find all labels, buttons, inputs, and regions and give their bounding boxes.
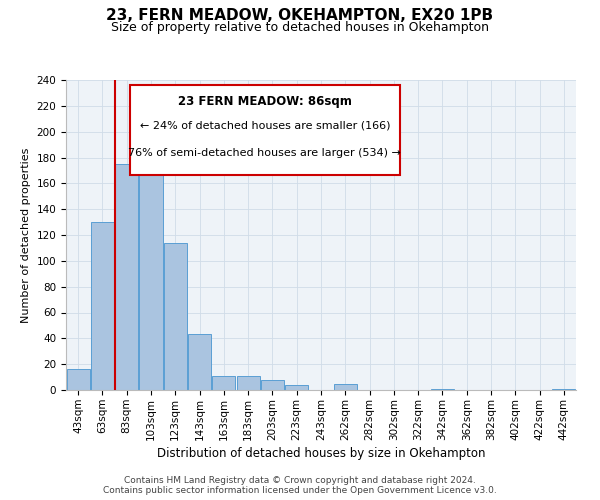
Bar xyxy=(67,370,89,390)
Bar xyxy=(115,164,138,390)
Bar xyxy=(188,334,211,390)
Bar xyxy=(139,148,163,390)
Bar xyxy=(261,380,284,390)
Text: 23, FERN MEADOW, OKEHAMPTON, EX20 1PB: 23, FERN MEADOW, OKEHAMPTON, EX20 1PB xyxy=(106,8,494,22)
FancyBboxPatch shape xyxy=(130,84,400,174)
Text: Size of property relative to detached houses in Okehampton: Size of property relative to detached ho… xyxy=(111,21,489,34)
Y-axis label: Number of detached properties: Number of detached properties xyxy=(21,148,31,322)
Bar xyxy=(91,222,114,390)
Bar xyxy=(334,384,357,390)
Text: 23 FERN MEADOW: 86sqm: 23 FERN MEADOW: 86sqm xyxy=(178,96,352,108)
Text: Contains HM Land Registry data © Crown copyright and database right 2024.: Contains HM Land Registry data © Crown c… xyxy=(124,476,476,485)
Text: Distribution of detached houses by size in Okehampton: Distribution of detached houses by size … xyxy=(157,448,485,460)
Bar xyxy=(553,388,575,390)
Text: 76% of semi-detached houses are larger (534) →: 76% of semi-detached houses are larger (… xyxy=(128,148,401,158)
Bar xyxy=(285,385,308,390)
Bar xyxy=(431,388,454,390)
Bar xyxy=(236,376,260,390)
Bar xyxy=(212,376,235,390)
Text: ← 24% of detached houses are smaller (166): ← 24% of detached houses are smaller (16… xyxy=(140,120,390,130)
Text: Contains public sector information licensed under the Open Government Licence v3: Contains public sector information licen… xyxy=(103,486,497,495)
Bar xyxy=(164,243,187,390)
